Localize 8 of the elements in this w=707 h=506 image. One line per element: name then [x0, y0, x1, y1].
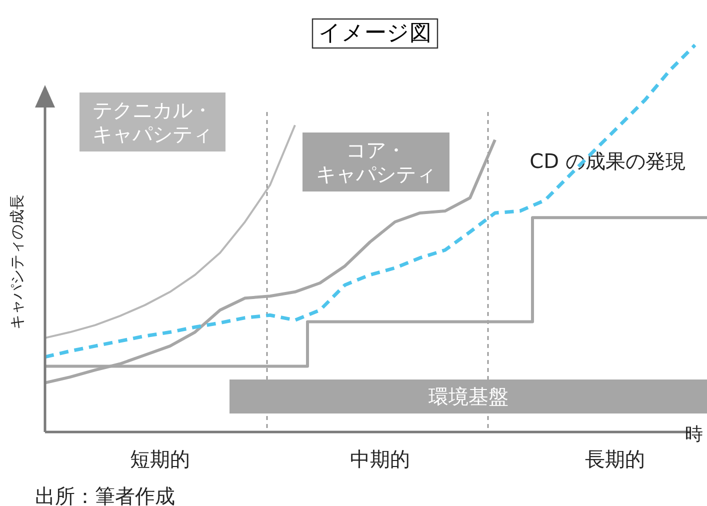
text: 出所：筆者作成	[35, 484, 175, 506]
x-axis-title: 時	[685, 424, 703, 445]
text: 長期的	[585, 447, 645, 471]
chart-title: イメージ図	[318, 21, 432, 46]
text: 短期的	[130, 447, 190, 471]
text: 中期的	[350, 447, 410, 471]
series-label: コア・キャパシティ	[316, 138, 436, 186]
y-axis-title: キャパシティの成長	[8, 194, 26, 330]
